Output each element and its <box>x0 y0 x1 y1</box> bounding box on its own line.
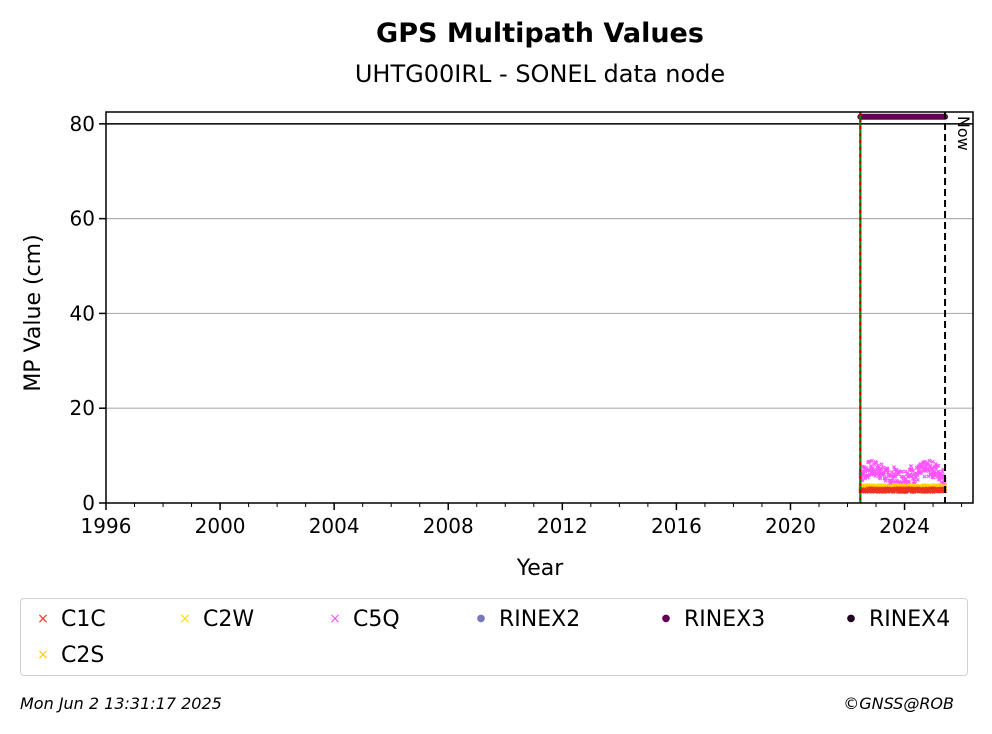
point-c5q-195 <box>927 458 932 463</box>
point-c5q-162 <box>915 477 920 482</box>
point-c5q-65 <box>881 465 886 470</box>
legend-label-c2w: C2W <box>203 606 255 632</box>
footer-timestamp: Mon Jun 2 13:31:17 2025 <box>20 694 222 713</box>
x-tick-label-0: 1996 <box>81 514 132 538</box>
grid-lines <box>106 123 973 409</box>
chart-title: GPS Multipath Values <box>376 18 704 49</box>
legend-item-c1c: × C1C <box>25 606 106 632</box>
legend-item-c5q: × C5Q <box>317 606 400 632</box>
x-tick-label-6: 2020 <box>765 514 816 538</box>
legend-item-rinex3: ● RINEX3 <box>648 606 766 632</box>
multipath-chart: GPS Multipath Values UHTG00IRL - SONEL d… <box>21 18 974 581</box>
x-tick-label-2: 2004 <box>309 514 360 538</box>
y-tick-label-0: 0 <box>82 491 95 515</box>
legend-marker-rinex3: ● <box>661 613 671 624</box>
point-c5q-99 <box>893 474 898 479</box>
data-points <box>857 113 949 495</box>
legend-marker-c2w: × <box>179 611 191 627</box>
legend-marker-rinex4: ● <box>846 613 856 624</box>
legend-marker-c2s: × <box>37 647 49 663</box>
legend-item-rinex4: ● RINEX4 <box>833 606 951 632</box>
point-c5q-153 <box>912 477 917 482</box>
point-c5q-118 <box>900 469 905 474</box>
x-axis-label: Year <box>516 556 565 581</box>
y-axis-label: MP Value (cm) <box>21 234 46 391</box>
point-c5q-198 <box>928 463 933 468</box>
legend-label-rinex3: RINEX3 <box>684 606 766 632</box>
x-tick-label-4: 2012 <box>537 514 588 538</box>
point-c5q-45 <box>874 460 879 465</box>
point-c5q-67 <box>882 472 887 477</box>
point-c5q-102 <box>894 467 899 472</box>
point-c5q-181 <box>922 474 927 479</box>
y-tick-label-3: 60 <box>70 207 95 231</box>
point-c5q-147 <box>910 472 915 477</box>
point-c5q-60 <box>879 462 884 467</box>
point-c5q-33 <box>870 458 875 463</box>
point-c5q-36 <box>871 465 876 471</box>
legend: × C1C × C2W × C5Q ● RINEX2 ● RINEX3 ● RI… <box>20 598 968 676</box>
legend-label-rinex2: RINEX2 <box>499 606 581 632</box>
legend-label-c5q: C5Q <box>353 606 400 632</box>
legend-item-c2w: × C2W <box>167 606 255 632</box>
point-c5q-220 <box>936 463 941 468</box>
point-c5q-23 <box>866 459 871 464</box>
legend-marker-rinex2: ● <box>476 613 486 624</box>
point-c5q-26 <box>867 459 872 464</box>
y-tick-label-1: 20 <box>70 396 95 420</box>
legend-label-c1c: C1C <box>61 606 106 632</box>
legend-item-c2s: × C2S <box>25 642 105 668</box>
point-c5q-143 <box>909 464 914 469</box>
footer-credit: ©GNSS@ROB <box>843 694 954 713</box>
point-c5q-233 <box>940 472 945 478</box>
legend-label-rinex4: RINEX4 <box>869 606 951 632</box>
chart-subtitle: UHTG00IRL - SONEL data node <box>355 60 725 88</box>
x-tick-label-5: 2016 <box>651 514 702 538</box>
point-c5q-204 <box>930 459 935 464</box>
x-tick-label-7: 2024 <box>879 514 930 538</box>
axis-ticks: 0 20 40 60 80 1996 2000 2004 2008 2012 2016 2020 202… <box>70 112 963 538</box>
plot-frame <box>105 111 974 504</box>
point-c5q-182 <box>922 459 927 464</box>
x-tick-label-3: 2008 <box>423 514 474 538</box>
legend-label-c2s: C2S <box>61 642 105 668</box>
legend-marker-c5q: × <box>329 611 341 627</box>
point-c5q-138 <box>907 480 912 485</box>
legend-marker-c1c: × <box>37 611 49 627</box>
point-c5q-89 <box>889 470 894 475</box>
y-tick-label-4: 80 <box>70 112 95 136</box>
y-tick-label-2: 40 <box>70 301 95 325</box>
now-label: Now <box>954 116 973 151</box>
point-c5q-56 <box>878 476 883 481</box>
reference-lines: Now <box>106 112 973 503</box>
x-tick-label-1: 2000 <box>195 514 246 538</box>
point-c5q-51 <box>876 465 881 470</box>
legend-item-rinex2: ● RINEX2 <box>463 606 581 632</box>
